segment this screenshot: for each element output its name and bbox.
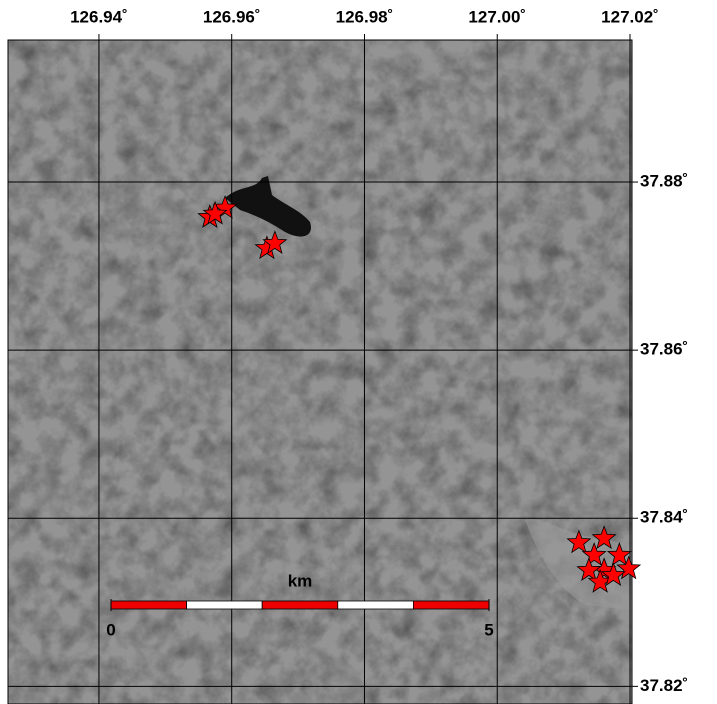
map-figure: 0 5 km 126.94˚ 126.96˚ 126.98˚ 127.00˚ 127.02…: [0, 0, 717, 704]
scale-segment: [338, 601, 414, 609]
scale-title: km: [288, 571, 313, 590]
scale-segment: [413, 601, 489, 609]
x-tick-label: 126.98˚: [336, 7, 394, 26]
scale-label: 5: [484, 620, 493, 639]
x-tick-label: 126.94˚: [70, 7, 128, 26]
scale-segment: [187, 601, 263, 609]
scale-segment: [111, 601, 187, 609]
y-tick-label: 37.84˚: [640, 508, 688, 527]
y-tick-label: 37.88˚: [640, 172, 688, 191]
scale-segment: [262, 601, 338, 609]
y-tick-label: 37.82˚: [640, 676, 688, 695]
x-tick-label: 127.00˚: [468, 7, 526, 26]
x-tick-label: 126.96˚: [203, 7, 261, 26]
y-tick-label: 37.86˚: [640, 340, 688, 359]
scale-label: 0: [106, 620, 115, 639]
x-tick-label: 127.02˚: [601, 7, 659, 26]
